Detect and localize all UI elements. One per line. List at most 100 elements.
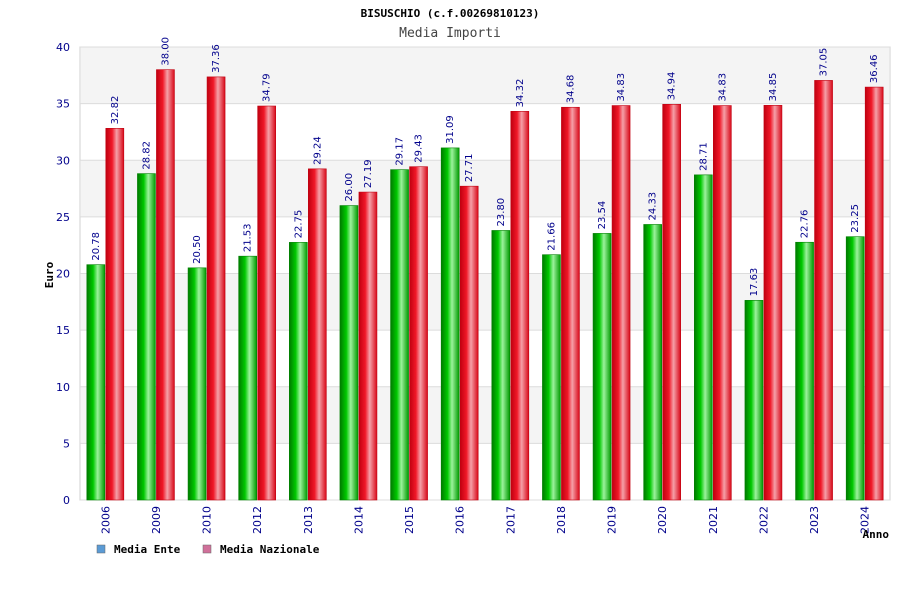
data-label: 23.25: [850, 204, 861, 233]
x-tick-label: 2015: [403, 506, 416, 534]
legend-label: Media Nazionale: [220, 543, 320, 556]
bar-media-nazionale-2015: [409, 166, 428, 501]
data-label: 24.33: [648, 192, 659, 221]
bar-media-nazionale-2009: [156, 69, 175, 501]
data-label: 27.19: [363, 159, 374, 188]
x-tick-label: 2021: [707, 506, 720, 534]
data-label: 34.32: [515, 79, 526, 108]
bar-media-ente-2021: [694, 174, 713, 501]
legend-swatch: [202, 544, 212, 554]
data-label: 34.79: [262, 73, 273, 102]
x-tick-label: 2020: [656, 506, 669, 534]
x-tick-label: 2019: [606, 506, 619, 534]
y-tick-label: 25: [56, 211, 70, 224]
x-tick-label: 2017: [504, 506, 517, 534]
data-label: 34.94: [667, 72, 678, 101]
y-tick-label: 35: [56, 98, 70, 111]
x-axis-ticks: 2006 2009 2010 2012 2013 2014 2015 2016 2017 2018…: [99, 506, 871, 534]
x-tick-label: 2009: [150, 506, 163, 534]
bar-media-nazionale-2010: [206, 76, 226, 501]
data-label: 29.17: [395, 137, 406, 166]
x-tick-label: 2006: [99, 506, 112, 534]
y-axis-label: Euro: [43, 261, 56, 288]
data-label: 37.36: [211, 44, 222, 73]
bar-media-ente-2009: [137, 173, 156, 501]
data-label: 28.71: [698, 142, 709, 171]
data-label: 23.80: [496, 198, 507, 227]
data-label: 37.05: [819, 48, 830, 77]
data-label: 31.09: [445, 115, 456, 144]
bar-media-nazionale-2006: [105, 128, 125, 501]
bars: [86, 69, 884, 501]
bar-media-ente-2016: [440, 147, 460, 501]
bar-media-nazionale-2024: [864, 86, 884, 501]
data-label: 21.66: [546, 222, 557, 251]
data-label: 29.43: [414, 134, 425, 163]
bar-media-ente-2024: [845, 236, 865, 501]
bar-media-nazionale-2019: [611, 105, 631, 501]
data-label: 26.00: [344, 173, 355, 202]
data-label: 27.71: [464, 154, 475, 183]
bar-media-ente-2020: [643, 224, 662, 501]
bar-media-nazionale-2023: [814, 80, 833, 501]
data-label: 34.68: [565, 75, 576, 104]
y-tick-label: 15: [56, 324, 70, 337]
data-label: 20.50: [192, 235, 203, 264]
data-label: 29.24: [312, 136, 323, 165]
legend: Media Ente Media Nazionale: [96, 543, 320, 556]
bar-media-ente-2018: [542, 254, 561, 501]
x-tick-label: 2018: [555, 506, 568, 534]
x-tick-label: 2012: [251, 506, 264, 534]
x-tick-label: 2013: [302, 506, 315, 534]
data-label: 34.83: [616, 73, 627, 102]
bar-media-nazionale-2018: [561, 106, 580, 501]
x-tick-label: 2022: [757, 506, 770, 534]
bar-media-ente-2023: [795, 241, 814, 501]
bar-media-nazionale-2017: [510, 111, 530, 501]
bar-media-ente-2006: [86, 264, 106, 501]
y-tick-label: 30: [56, 154, 70, 167]
y-tick-label: 5: [63, 437, 70, 450]
bar-media-nazionale-2014: [358, 191, 378, 501]
y-axis-ticks: 0 5 10 15 20 25 30 35 40: [56, 41, 70, 507]
chart-title: BISUSCHIO (c.f.00269810123): [361, 7, 540, 20]
data-label: 20.78: [91, 232, 102, 261]
bar-media-nazionale-2021: [713, 105, 732, 501]
y-tick-label: 10: [56, 381, 70, 394]
x-tick-label: 2023: [808, 506, 821, 534]
data-label: 34.83: [717, 73, 728, 102]
data-labels: 20.78 32.82 28.82 38.00 20.50 37.36 21.53 34.79…: [91, 37, 880, 296]
legend-label: Media Ente: [114, 543, 181, 556]
data-label: 28.82: [141, 141, 152, 170]
data-label: 32.82: [110, 96, 121, 125]
bar-media-ente-2014: [339, 205, 359, 501]
bar-media-ente-2010: [187, 267, 207, 501]
x-tick-label: 2016: [454, 506, 467, 534]
bar-media-ente-2012: [238, 255, 257, 501]
y-tick-label: 40: [56, 41, 70, 54]
bar-media-nazionale-2020: [662, 104, 681, 501]
data-label: 22.75: [293, 210, 304, 239]
x-axis-label: Anno: [863, 528, 890, 541]
bar-media-nazionale-2022: [763, 105, 783, 501]
data-label: 36.46: [869, 54, 880, 83]
legend-swatch: [96, 544, 106, 554]
chart-subtitle: Media Importi: [399, 26, 501, 41]
x-tick-label: 2010: [201, 506, 214, 534]
bar-media-ente-2015: [390, 169, 409, 501]
bar-media-ente-2019: [592, 233, 612, 501]
data-label: 21.53: [243, 224, 254, 253]
data-label: 38.00: [160, 37, 171, 66]
bar-media-nazionale-2012: [257, 105, 276, 501]
bar-media-nazionale-2013: [308, 168, 327, 501]
bar-media-ente-2022: [744, 300, 764, 501]
data-label: 17.63: [749, 268, 760, 297]
data-label: 22.76: [800, 210, 811, 239]
data-label: 34.85: [768, 73, 779, 102]
x-tick-label: 2014: [352, 506, 365, 534]
y-tick-label: 20: [56, 268, 70, 281]
bar-media-nazionale-2016: [459, 185, 479, 501]
bar-media-ente-2013: [289, 242, 308, 501]
data-label: 23.54: [597, 201, 608, 230]
